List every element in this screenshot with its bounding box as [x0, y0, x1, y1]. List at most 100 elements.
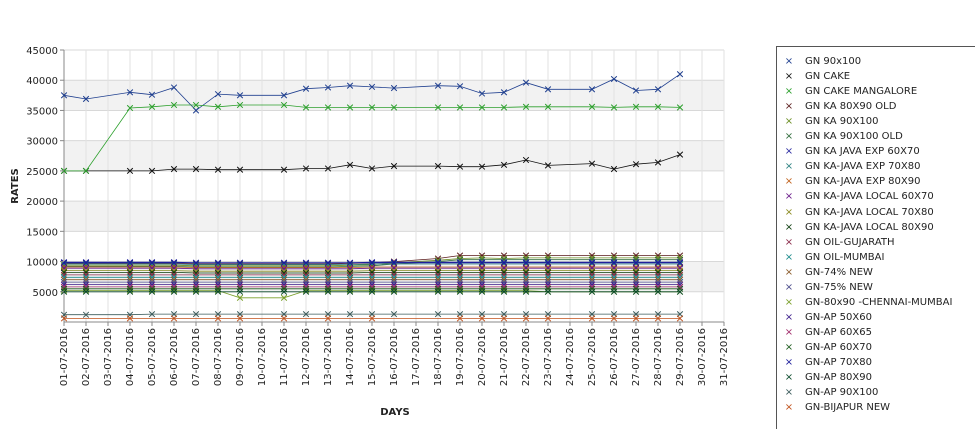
legend-item: × GN KA 90X100 OLD: [783, 129, 903, 144]
data-point: [676, 278, 684, 286]
data-point: [522, 285, 530, 292]
data-point: [632, 259, 640, 266]
data-point: [302, 276, 310, 283]
data-point: [654, 103, 662, 110]
data-point: [390, 259, 398, 266]
x-tick-label: 28-07-2016: [653, 328, 664, 386]
x-tick-label: 22-07-2016: [521, 328, 532, 386]
data-point: [676, 269, 684, 276]
legend-item: × GN-AP 90X100: [783, 385, 879, 400]
data-point: [544, 276, 552, 283]
data-point: [522, 278, 530, 286]
legend-item: × GN-AP 80X90: [783, 370, 872, 385]
series-22: [60, 310, 684, 318]
legend-label: GN CAKE MANGALORE: [805, 86, 918, 98]
data-point: [82, 311, 90, 318]
data-point: [588, 86, 596, 93]
data-point: [676, 276, 684, 283]
data-point: [368, 278, 376, 286]
data-point: [302, 310, 310, 318]
data-point: [632, 271, 640, 279]
legend-label: GN OIL-MUMBAI: [805, 251, 885, 263]
data-point: [456, 285, 464, 292]
legend-marker-icon: ×: [784, 206, 794, 218]
x-tick-label: 08-07-2016: [213, 328, 224, 386]
data-point: [346, 82, 354, 89]
x-tick-label: 03-07-2016: [103, 328, 114, 386]
data-point: [148, 103, 156, 110]
data-point: [610, 288, 618, 295]
y-tick-label: 40000: [26, 76, 58, 87]
data-point: [632, 269, 640, 276]
legend-item: × GN KA-JAVA LOCAL 70X80: [783, 205, 934, 220]
x-tick-label: 21-07-2016: [499, 328, 510, 386]
x-tick-label: 14-07-2016: [345, 328, 356, 386]
data-point: [632, 278, 640, 286]
data-point: [610, 271, 618, 279]
data-point: [148, 274, 156, 281]
y-tick-label: 10000: [26, 258, 58, 269]
data-point: [214, 274, 222, 281]
data-point: [192, 101, 200, 109]
data-point: [170, 84, 178, 91]
data-point: [588, 269, 596, 276]
data-point: [588, 288, 596, 295]
data-point: [126, 89, 134, 96]
data-point: [192, 107, 200, 114]
x-tick-label: 12-07-2016: [301, 328, 312, 386]
data-point: [302, 274, 310, 281]
data-point: [632, 103, 640, 110]
data-point: [302, 288, 310, 295]
data-point: [478, 315, 486, 322]
data-point: [588, 271, 596, 279]
x-tick-label: 11-07-2016: [279, 328, 290, 386]
x-tick-label: 17-07-2016: [411, 328, 422, 386]
data-point: [82, 259, 90, 266]
data-point: [280, 166, 288, 173]
data-point: [346, 285, 354, 292]
data-point: [654, 285, 662, 292]
data-point: [214, 166, 222, 173]
series-1: [60, 151, 684, 175]
x-tick-label: 26-07-2016: [609, 328, 620, 386]
legend-item: × GN-AP 70X80: [783, 355, 872, 370]
data-point: [676, 259, 684, 266]
series-23: [60, 315, 684, 322]
legend-label: GN 90x100: [805, 56, 862, 67]
data-point: [654, 259, 662, 266]
legend-label: GN-AP 70X80: [805, 357, 872, 368]
data-point: [126, 274, 134, 281]
data-point: [170, 288, 178, 295]
legend-marker-icon: ×: [784, 146, 794, 158]
legend-marker-icon: ×: [784, 191, 794, 203]
legend-label: GN KA JAVA EXP 60X70: [805, 146, 920, 158]
x-tick-label: 16-07-2016: [389, 328, 400, 386]
legend-item: × GN-BIJAPUR NEW: [783, 400, 890, 415]
data-point: [280, 285, 288, 292]
data-point: [324, 84, 332, 91]
data-point: [676, 271, 684, 279]
series-19: [60, 285, 684, 292]
data-point: [368, 276, 376, 283]
data-point: [456, 288, 464, 295]
x-tick-label: 27-07-2016: [631, 328, 642, 386]
data-point: [236, 278, 244, 286]
data-point: [456, 276, 464, 283]
legend-label: GN-80x90 -CHENNAI-MUMBAI: [805, 296, 953, 308]
legend-item: × GN KA 80X90 OLD: [783, 99, 897, 114]
plot-ticks: 5000 10000 15000 20000 25000 30000 35000 40000 4…: [26, 46, 730, 386]
data-point: [302, 259, 310, 266]
legend-marker-icon: ×: [784, 131, 794, 143]
data-point: [478, 288, 486, 295]
legend-item: × GN KA-JAVA EXP 70X80: [783, 159, 921, 174]
data-point: [478, 271, 486, 279]
x-tick-label: 04-07-2016: [125, 328, 136, 386]
data-point: [82, 269, 90, 276]
legend-item: × GN-75% NEW: [783, 280, 873, 295]
legend-marker-icon: ×: [784, 372, 794, 384]
data-point: [610, 274, 618, 281]
data-point: [280, 278, 288, 286]
legend-marker-icon: ×: [784, 71, 794, 83]
x-tick-label: 01-07-2016: [59, 328, 70, 386]
data-point: [588, 276, 596, 283]
